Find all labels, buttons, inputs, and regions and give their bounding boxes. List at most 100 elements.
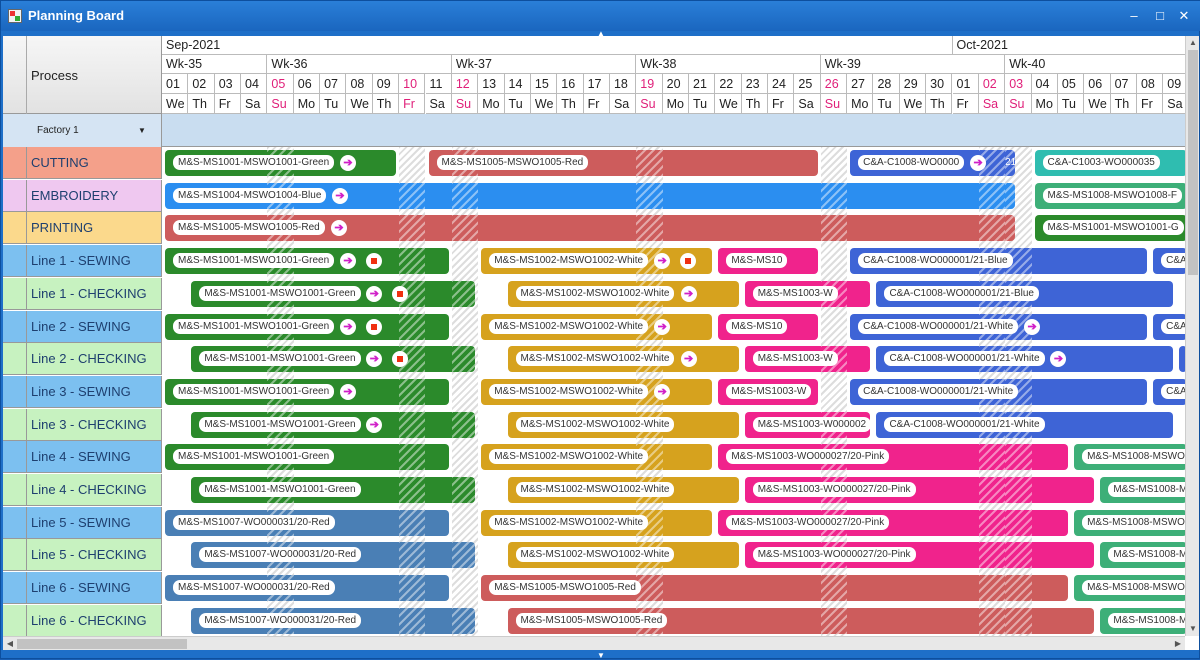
work-order-bar[interactable]: M&S-MS1007-WO000031/20-Red [165,575,449,602]
work-order-bar[interactable]: M&S-MS10 [718,313,818,340]
work-order-bar[interactable]: M&S-MS1001-MSWO1001-Green ➔ [165,313,449,340]
row-selector[interactable] [3,245,27,277]
process-row-label[interactable]: Line 1 - CHECKING [3,277,162,310]
work-order-bar[interactable]: M&S-MS1008-MS [1100,477,1185,503]
work-order-bar[interactable]: M&S-MS1003-WO000027/20-Pink [744,477,1095,503]
vertical-scrollbar[interactable]: ▲ ▼ [1185,36,1199,636]
stop-icon[interactable] [366,318,382,335]
row-selector[interactable] [3,474,27,505]
stop-icon[interactable] [680,253,697,270]
vertical-scroll-thumb[interactable] [1188,50,1198,275]
stop-icon[interactable] [392,351,409,368]
process-row-label[interactable]: PRINTING [3,212,162,245]
work-order-bar[interactable]: M&S-MS1001-MSWO1001-G [1034,215,1185,242]
work-order-bar[interactable]: M&S-MS1002-MSWO1002-White [507,477,739,503]
work-order-bar[interactable]: M&S-MS1002-MSWO1002-White [481,444,713,471]
work-order-bar[interactable]: M&S-MS1007-WO000031/20-Red [191,542,476,569]
process-row-label[interactable]: Line 2 - CHECKING [3,343,162,376]
work-order-bar[interactable]: M&S-MS1002-MSWO1002-White [507,411,739,438]
work-order-bar[interactable]: M&S-MS1002-MSWO1002-White [481,509,713,536]
process-row-label[interactable]: Line 4 - SEWING [3,441,162,474]
work-order-bar[interactable]: M&S-MS1007-WO000031/20-Red [165,509,449,536]
scroll-right-icon[interactable]: ▶ [1174,639,1182,648]
work-order-bar[interactable]: M&S-F [1179,346,1185,373]
work-order-bar[interactable]: C&A-C1008-WO000001/21-White [850,378,1148,405]
work-order-bar[interactable]: M&S-MS1002-MSWO1002-White ➔ [481,313,713,340]
row-selector[interactable] [3,375,27,407]
work-order-bar[interactable]: M&S-MS1001-MSWO1001-Green ➔ [191,280,476,307]
arrow-right-icon[interactable]: ➔ [366,285,383,302]
process-row-label[interactable]: Line 5 - CHECKING [3,539,162,572]
scroll-up-icon[interactable]: ▲ [1189,38,1197,47]
row-selector[interactable] [3,408,27,440]
factory-selector[interactable]: Factory 1 ▼ [3,114,162,147]
work-order-bar[interactable]: M&S-MS1002-MSWO1002-White [507,542,739,569]
process-row-label[interactable]: Line 6 - CHECKING [3,604,162,637]
horizontal-scrollbar[interactable]: ◀ ▶ [3,636,1185,650]
work-order-bar[interactable]: C&A- [1153,378,1185,405]
process-row-label[interactable]: EMBROIDERY [3,179,162,212]
work-order-bar[interactable]: C&A-C1008-WO0000 ➔ 21-W [850,150,1016,176]
work-order-bar[interactable]: C&A-C1008-WO000001/21-Blue [876,280,1174,307]
close-button[interactable]: ✕ [1178,8,1190,23]
work-order-bar[interactable]: M&S-MS1001-MSWO1001-Green ➔ [165,150,397,176]
work-order-bar[interactable]: M&S-MS1003-WO000027/20-Pink [718,509,1069,536]
work-order-bar[interactable]: M&S-MS1004-MSWO1004-Blue ➔ [165,182,1016,209]
work-order-bar[interactable]: M&S-MS10 [718,248,818,275]
work-order-bar[interactable]: M&S-MS1008-MSWO1008-F [1034,182,1185,209]
process-row-label[interactable]: Line 3 - CHECKING [3,408,162,441]
row-selector[interactable] [3,343,27,375]
row-selector[interactable] [3,604,27,636]
work-order-bar[interactable]: M&S-MS1001-MSWO1001-Green [165,444,449,471]
process-row-label[interactable]: Line 6 - SEWING [3,572,162,605]
work-order-bar[interactable]: C&A-C1008-WO000001/21-White [876,411,1174,438]
work-order-bar[interactable]: M&S-MS1003-W000002 [744,411,871,438]
work-order-bar[interactable]: C&A- [1153,248,1185,275]
work-order-bar[interactable]: M&S-MS1001-MSWO1001-Green ➔ [165,378,449,405]
work-order-bar[interactable]: M&S-MS1002-MSWO1002-White ➔ [507,346,739,373]
process-row-label[interactable]: Line 3 - SEWING [3,375,162,408]
horizontal-scroll-thumb[interactable] [17,639,187,649]
work-order-bar[interactable]: M&S-MS1005-MSWO1005-Red ➔ [165,215,1016,242]
work-order-bar[interactable]: M&S-MS1001-MSWO1001-Green [191,477,476,503]
work-order-bar[interactable]: M&S-MS1002-MSWO1002-White ➔ [481,378,713,405]
work-order-bar[interactable]: M&S-MS1005-MSWO1005-Red [481,575,1069,602]
row-selector[interactable] [3,506,27,538]
work-order-bar[interactable]: M&S-MS1008-MS [1100,607,1185,634]
work-order-bar[interactable]: M&S-MS1002-MSWO1002-White ➔ [481,248,713,275]
work-order-bar[interactable]: C&A-C1003-WO000035 [1034,150,1185,176]
stop-icon[interactable] [366,253,382,270]
work-order-bar[interactable]: M&S-MS1003-W [744,280,871,307]
scroll-down-icon[interactable]: ▼ [1189,624,1197,633]
process-row-label[interactable]: Line 1 - SEWING [3,245,162,278]
collapse-top-chevron-icon[interactable]: ▲ [597,29,605,38]
row-selector[interactable] [3,572,27,604]
row-selector[interactable] [3,539,27,571]
scroll-left-icon[interactable]: ◀ [6,639,14,648]
arrow-right-icon[interactable]: ➔ [332,187,348,204]
work-order-bar[interactable]: M&S-MS1002-MSWO1002-White ➔ [507,280,739,307]
work-order-bar[interactable]: M&S-MS1003-WO000027/20-Pink [718,444,1069,471]
row-selector[interactable] [3,441,27,473]
arrow-right-icon[interactable]: ➔ [654,318,671,335]
work-order-bar[interactable]: C&A-C1008-WO000001/21-White ➔ [876,346,1174,373]
arrow-right-icon[interactable]: ➔ [331,220,347,237]
arrow-right-icon[interactable]: ➔ [680,351,697,368]
maximize-button[interactable]: □ [1156,8,1164,23]
arrow-right-icon[interactable]: ➔ [654,253,671,270]
arrow-right-icon[interactable]: ➔ [1050,351,1067,368]
arrow-right-icon[interactable]: ➔ [366,351,383,368]
work-order-bar[interactable]: M&S-MS1001-MSWO1001-Green ➔ [191,346,476,373]
process-row-label[interactable]: CUTTING [3,147,162,179]
work-order-bar[interactable]: M&S-MS1001-MSWO1001-Green ➔ [191,411,476,438]
stop-icon[interactable] [392,285,409,302]
work-order-bar[interactable]: M&S-MS1008-MSWO1 [1074,444,1185,471]
arrow-right-icon[interactable]: ➔ [970,155,987,171]
work-order-bar[interactable]: C&A- [1153,313,1185,340]
work-order-bar[interactable]: M&S-MS1005-MSWO1005-Red [507,607,1095,634]
work-order-bar[interactable]: M&S-MS1007-WO000031/20-Red [191,607,476,634]
process-row-label[interactable]: Line 2 - SEWING [3,310,162,343]
work-order-bar[interactable]: M&S-MS1001-MSWO1001-Green ➔ [165,248,449,275]
arrow-right-icon[interactable]: ➔ [340,383,356,400]
arrow-right-icon[interactable]: ➔ [654,383,671,400]
